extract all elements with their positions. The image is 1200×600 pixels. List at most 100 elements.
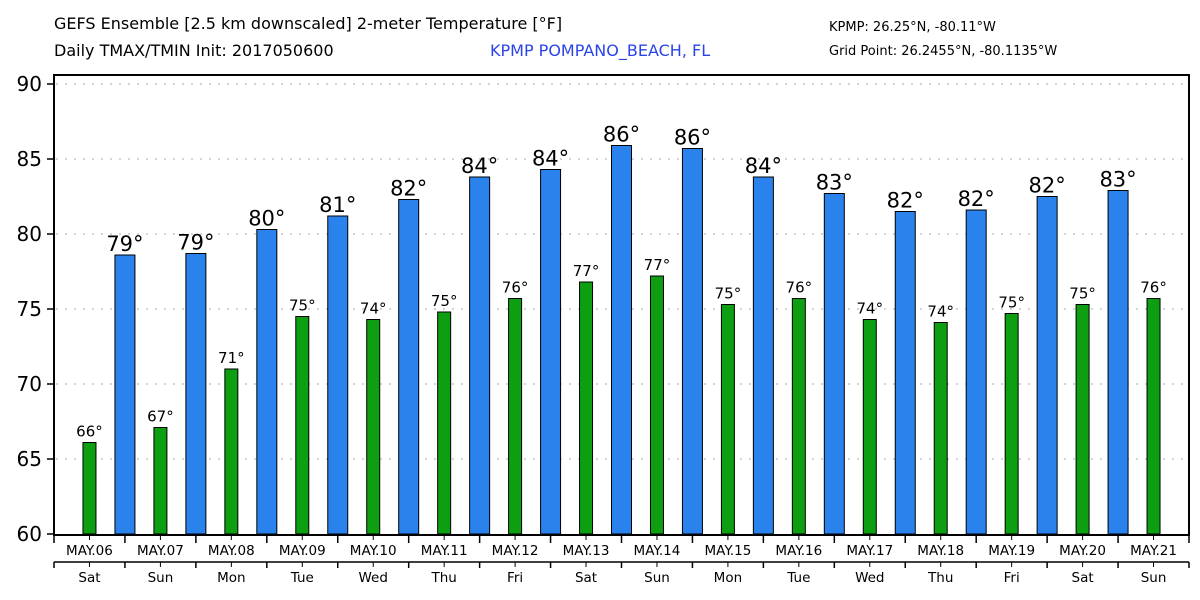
x-date-label: MAY.17 — [846, 543, 893, 559]
tmin-bar — [224, 368, 239, 535]
tmin-label: 71° — [218, 349, 245, 367]
x-date-label: MAY.08 — [208, 543, 255, 559]
x-date-label: MAY.11 — [421, 543, 468, 559]
tmin-bar — [579, 281, 594, 535]
tmax-bar — [114, 254, 136, 535]
tmin-label: 75° — [289, 297, 316, 315]
x-date-label: MAY.09 — [279, 543, 326, 559]
tmin-label: 75° — [431, 292, 458, 310]
tmin-label: 76° — [786, 279, 813, 297]
tmin-label: 75° — [998, 294, 1025, 312]
tmin-label: 74° — [360, 300, 387, 318]
y-tick-label: 80 — [17, 222, 42, 246]
chart-subtitle: Daily TMAX/TMIN Init: 2017050600 — [54, 41, 334, 60]
tmin-label: 76° — [1140, 279, 1167, 297]
tmax-bar — [823, 193, 845, 535]
chart-title: GEFS Ensemble [2.5 km downscaled] 2-mete… — [54, 14, 563, 33]
tmax-bar — [611, 145, 632, 535]
tmax-label: 82° — [887, 189, 924, 213]
x-weekday-label: Sat — [1072, 570, 1094, 586]
y-tick-label: 90 — [17, 72, 42, 96]
tmin-bar — [153, 427, 168, 535]
tmin-label: 76° — [502, 279, 529, 297]
y-tick-label: 65 — [17, 447, 42, 471]
x-weekday-label: Mon — [714, 570, 742, 586]
x-weekday-label: Tue — [290, 570, 314, 586]
tmin-bar — [933, 322, 948, 535]
x-weekday-label: Sun — [148, 570, 174, 586]
x-date-label: MAY.16 — [775, 543, 822, 559]
tmax-label: 86° — [603, 123, 640, 147]
tmin-bar — [366, 319, 381, 535]
tmax-label: 83° — [816, 171, 853, 195]
tmax-label: 84° — [461, 154, 498, 178]
tmin-bar — [82, 442, 97, 535]
bars — [82, 145, 1161, 535]
tmin-bar — [1004, 313, 1019, 535]
tmin-bar — [791, 298, 806, 535]
tmin-label: 67° — [147, 408, 174, 426]
x-weekday-label: Wed — [855, 570, 884, 586]
x-weekday-label: Thu — [927, 570, 953, 586]
x-date-label: MAY.14 — [634, 543, 681, 559]
tmin-bar — [1146, 298, 1161, 535]
tmax-bar — [681, 148, 703, 535]
tmax-bar — [1107, 190, 1129, 535]
x-weekday-label: Fri — [1004, 570, 1020, 586]
tmin-label: 75° — [1069, 285, 1096, 303]
x-date-label: MAY.10 — [350, 543, 397, 559]
tmax-bar — [469, 176, 491, 535]
tmin-bar — [295, 316, 310, 535]
tmax-label: 84° — [532, 147, 569, 171]
tmax-label: 84° — [745, 154, 782, 178]
tmax-bar — [398, 199, 420, 535]
tmax-bar — [327, 215, 349, 535]
x-weekday-label: Sat — [575, 570, 597, 586]
tmin-bar — [720, 304, 735, 535]
station-coordinates: KPMP: 26.25°N, -80.11°W — [829, 20, 996, 35]
tmin-bar — [649, 275, 664, 535]
x-date-label: MAY.13 — [563, 543, 610, 559]
tmin-bar — [437, 311, 452, 535]
tmax-label: 81° — [319, 193, 356, 217]
x-date-label: MAY.07 — [137, 543, 184, 559]
tmin-label: 74° — [927, 303, 954, 321]
tmax-label: 86° — [674, 126, 711, 150]
x-weekday-label: Thu — [430, 570, 456, 586]
x-date-label: MAY.15 — [704, 543, 751, 559]
tmin-label: 77° — [573, 262, 600, 280]
tmin-bar — [508, 298, 523, 535]
x-date-label: MAY.19 — [988, 543, 1035, 559]
y-tick-label: 85 — [17, 147, 42, 171]
tmin-bar — [1075, 304, 1090, 535]
station-name: KPMP POMPANO_BEACH, FL — [490, 41, 711, 60]
tmax-bar — [185, 253, 207, 535]
x-weekday-label: Sun — [644, 570, 670, 586]
tmax-bar — [1036, 196, 1058, 535]
tmin-label: 74° — [856, 300, 883, 318]
x-date-label: MAY.06 — [66, 543, 113, 559]
tmax-bar — [965, 209, 987, 535]
x-date-label: MAY.21 — [1130, 543, 1177, 559]
tmax-bar — [752, 176, 774, 535]
tmax-bar — [256, 229, 278, 535]
y-tick-label: 60 — [17, 522, 42, 546]
x-weekday-label: Fri — [507, 570, 523, 586]
tmin-label: 66° — [76, 423, 103, 441]
x-weekday-label: Mon — [217, 570, 245, 586]
tmax-label: 82° — [1029, 174, 1066, 198]
x-weekday-label: Sat — [78, 570, 100, 586]
x-weekday-label: Sun — [1141, 570, 1167, 586]
axes: 60 65 70 75 80 85 90 MAY.06 Sat MAY.07 Sun MAY.08 Mo… — [17, 72, 1190, 586]
x-date-label: MAY.12 — [492, 543, 539, 559]
y-tick-label: 75 — [17, 297, 42, 321]
tmax-label: 83° — [1099, 168, 1136, 192]
grid-point-coordinates: Grid Point: 26.2455°N, -80.1135°W — [829, 44, 1058, 59]
tmax-label: 79° — [106, 232, 143, 256]
tmin-bar — [862, 319, 877, 535]
x-date-label: MAY.18 — [917, 543, 964, 559]
tmax-bar — [894, 211, 916, 535]
tmin-label: 77° — [644, 256, 671, 274]
data-labels: 66° 67° 71° 75° 74° 75° 76° 77° 77° 75° 76° 74° 74° 7… — [76, 123, 1167, 441]
